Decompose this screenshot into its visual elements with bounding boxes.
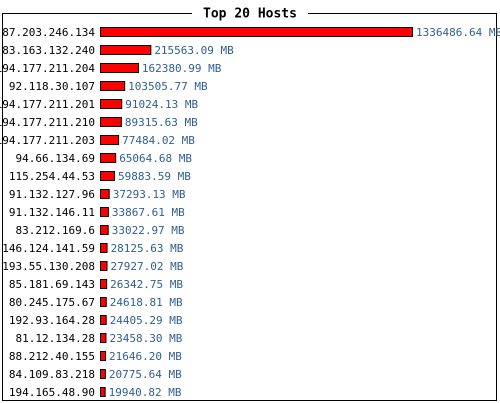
bar: [100, 99, 123, 109]
bar: [100, 279, 108, 289]
bar: [100, 261, 108, 271]
bar: [100, 171, 115, 181]
value-label: 19940.82 MB: [109, 386, 182, 399]
value-label: 89315.63 MB: [125, 116, 198, 129]
value-label: 33867.61 MB: [112, 206, 185, 219]
category-label: 91.132.127.96: [9, 188, 95, 201]
value-label: 24618.81 MB: [110, 296, 183, 309]
bar: [100, 333, 107, 343]
value-label: 33022.97 MB: [112, 224, 185, 237]
bar: [100, 27, 413, 37]
value-label: 162380.99 MB: [142, 62, 222, 75]
bar: [100, 153, 117, 163]
value-label: 59883.59 MB: [118, 170, 191, 183]
value-label: 65064.68 MB: [119, 152, 192, 165]
value-label: 21646.20 MB: [109, 350, 182, 363]
category-label: 87.203.246.134: [2, 26, 95, 39]
value-label: 27927.02 MB: [111, 260, 184, 273]
value-label: 215563.09 MB: [154, 44, 234, 57]
category-label: 88.212.40.155: [9, 350, 95, 363]
category-label: 193.55.130.208: [2, 260, 95, 273]
bar: [100, 315, 107, 325]
category-label: 194.165.48.90: [9, 386, 95, 399]
category-label: 194.177.211.210: [0, 116, 95, 129]
value-label: 91024.13 MB: [125, 98, 198, 111]
bar: [100, 207, 109, 217]
value-label: 77484.02 MB: [122, 134, 195, 147]
value-label: 26342.75 MB: [110, 278, 183, 291]
bar: [100, 45, 152, 55]
bar: [100, 387, 106, 397]
value-label: 1336486.64 MB: [416, 26, 500, 39]
category-label: 146.124.141.59: [2, 242, 95, 255]
value-label: 103505.77 MB: [128, 80, 208, 93]
title-background: [192, 5, 308, 23]
value-label: 37293.13 MB: [113, 188, 186, 201]
category-label: 94.66.134.69: [16, 152, 95, 165]
bar: [100, 63, 139, 73]
category-label: 91.132.146.11: [9, 206, 95, 219]
category-label: 192.93.164.28: [9, 314, 95, 327]
bar: [100, 81, 126, 91]
value-label: 23458.30 MB: [109, 332, 182, 345]
bar: [100, 225, 109, 235]
bar: [100, 189, 110, 199]
category-label: 84.109.83.218: [9, 368, 95, 381]
category-label: 115.254.44.53: [9, 170, 95, 183]
category-label: 81.12.134.28: [16, 332, 95, 345]
category-label: 83.212.169.6: [16, 224, 95, 237]
value-label: 28125.63 MB: [111, 242, 184, 255]
value-label: 24405.29 MB: [110, 314, 183, 327]
category-label: 85.181.69.143: [9, 278, 95, 291]
category-label: 80.245.175.67: [9, 296, 95, 309]
bar: [100, 369, 106, 379]
value-label: 20775.64 MB: [109, 368, 182, 381]
bar: [100, 351, 107, 361]
category-label: 194.177.211.204: [0, 62, 95, 75]
bar: [100, 117, 122, 127]
chart-title: Top 20 Hosts: [203, 7, 297, 22]
bar: [100, 243, 108, 253]
category-label: 194.177.211.203: [0, 134, 95, 147]
category-label: 83.163.132.240: [2, 44, 95, 57]
category-label: 92.118.30.107: [9, 80, 95, 93]
bar: [100, 297, 107, 307]
category-label: 194.177.211.201: [0, 98, 95, 111]
bar: [100, 135, 120, 145]
